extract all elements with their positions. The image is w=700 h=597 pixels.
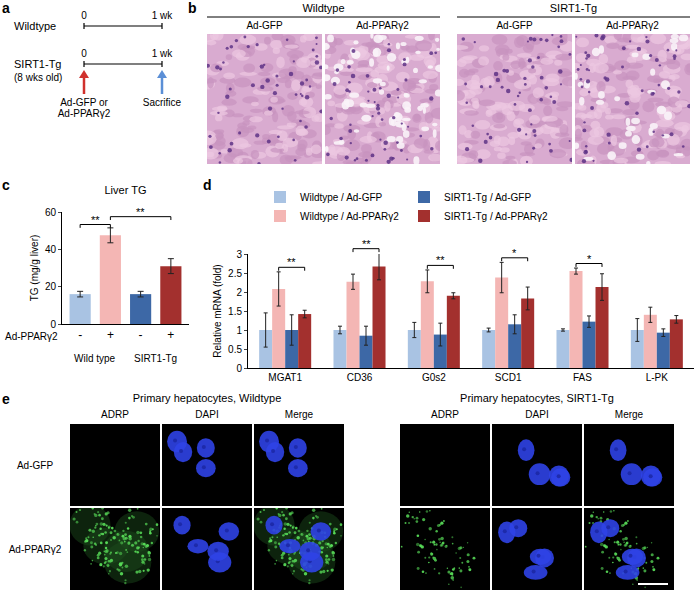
svg-text:Relative mRNA (fold): Relative mRNA (fold) bbox=[212, 264, 223, 357]
svg-text:1.5: 1.5 bbox=[228, 306, 242, 317]
svg-text:Ad-GFP: Ad-GFP bbox=[496, 20, 532, 31]
svg-text:Wildtype: Wildtype bbox=[302, 2, 344, 14]
svg-text:0: 0 bbox=[236, 363, 242, 374]
svg-text:+: + bbox=[107, 328, 114, 342]
svg-text:0: 0 bbox=[50, 319, 56, 330]
svg-text:Merge: Merge bbox=[615, 409, 644, 420]
svg-text:FAS: FAS bbox=[573, 372, 592, 383]
svg-text:Wildtype / Ad-PPARγ2: Wildtype / Ad-PPARγ2 bbox=[300, 211, 399, 222]
svg-text:60: 60 bbox=[45, 207, 57, 218]
svg-text:40: 40 bbox=[45, 244, 57, 255]
svg-text:Ad-PPARγ2: Ad-PPARγ2 bbox=[356, 20, 409, 31]
svg-text:*: * bbox=[587, 253, 592, 265]
svg-text:Wildtype: Wildtype bbox=[14, 20, 56, 32]
svg-text:1 wk: 1 wk bbox=[152, 48, 174, 59]
svg-text:Ad-PPARγ2: Ad-PPARγ2 bbox=[5, 331, 58, 342]
svg-text:20: 20 bbox=[45, 281, 57, 292]
svg-text:DAPI: DAPI bbox=[525, 409, 548, 420]
svg-text:Primary hepatocytes, Wildtype: Primary hepatocytes, Wildtype bbox=[133, 392, 282, 404]
svg-text:Ad-GFP: Ad-GFP bbox=[246, 20, 282, 31]
svg-text:+: + bbox=[167, 328, 174, 342]
svg-text:Ad-PPARγ2: Ad-PPARγ2 bbox=[606, 20, 659, 31]
svg-text:2.5: 2.5 bbox=[228, 268, 242, 279]
svg-text:Ad-PPARγ2: Ad-PPARγ2 bbox=[9, 544, 62, 555]
svg-text:c: c bbox=[2, 177, 10, 193]
svg-text:SCD1: SCD1 bbox=[495, 372, 522, 383]
svg-text:Wild type: Wild type bbox=[74, 353, 116, 364]
svg-text:0: 0 bbox=[81, 48, 87, 59]
svg-text:Merge: Merge bbox=[285, 409, 314, 420]
svg-text:SIRT1-Tg / Ad-GFP: SIRT1-Tg / Ad-GFP bbox=[444, 192, 531, 203]
svg-text:*: * bbox=[512, 247, 517, 259]
svg-text:TG (mg/g liver): TG (mg/g liver) bbox=[29, 235, 40, 302]
svg-text:1 wk: 1 wk bbox=[152, 10, 174, 21]
svg-text:(8 wks old): (8 wks old) bbox=[14, 72, 62, 83]
svg-text:Wildtype / Ad-GFP: Wildtype / Ad-GFP bbox=[300, 192, 383, 203]
svg-text:**: ** bbox=[136, 206, 145, 218]
svg-text:d: d bbox=[203, 177, 212, 193]
svg-text:SIRT1-Tg: SIRT1-Tg bbox=[134, 353, 177, 364]
svg-text:ADRP: ADRP bbox=[431, 409, 459, 420]
svg-text:2: 2 bbox=[236, 287, 242, 298]
svg-text:0.5: 0.5 bbox=[228, 344, 242, 355]
svg-text:**: ** bbox=[91, 214, 100, 226]
svg-text:Sacrifice: Sacrifice bbox=[143, 97, 182, 108]
svg-text:Ad-GFP or: Ad-GFP or bbox=[60, 97, 108, 108]
svg-text:Ad-GFP: Ad-GFP bbox=[17, 460, 53, 471]
svg-text:**: ** bbox=[362, 238, 371, 250]
svg-text:CD36: CD36 bbox=[347, 372, 373, 383]
svg-text:G0s2: G0s2 bbox=[422, 372, 446, 383]
svg-text:**: ** bbox=[436, 254, 445, 266]
svg-text:Primary hepatocytes, SIRT1-Tg: Primary hepatocytes, SIRT1-Tg bbox=[460, 392, 614, 404]
svg-text:SIRT1-Tg: SIRT1-Tg bbox=[14, 58, 61, 70]
svg-text:3: 3 bbox=[236, 249, 242, 260]
svg-text:Liver TG: Liver TG bbox=[105, 184, 147, 196]
svg-text:1: 1 bbox=[236, 325, 242, 336]
svg-text:**: ** bbox=[287, 256, 296, 268]
svg-text:a: a bbox=[2, 0, 10, 16]
svg-text:Ad-PPARγ2: Ad-PPARγ2 bbox=[58, 108, 111, 119]
svg-text:e: e bbox=[2, 391, 10, 407]
svg-text:L-PK: L-PK bbox=[646, 372, 669, 383]
svg-text:DAPI: DAPI bbox=[195, 409, 218, 420]
svg-text:MGAT1: MGAT1 bbox=[268, 372, 302, 383]
svg-text:ADRP: ADRP bbox=[101, 409, 129, 420]
svg-text:b: b bbox=[188, 0, 197, 16]
svg-text:-: - bbox=[139, 328, 143, 342]
svg-text:SIRT1-Tg: SIRT1-Tg bbox=[550, 2, 597, 14]
svg-text:-: - bbox=[78, 328, 82, 342]
svg-text:SIRT1-Tg / Ad-PPARγ2: SIRT1-Tg / Ad-PPARγ2 bbox=[444, 211, 548, 222]
svg-text:0: 0 bbox=[81, 10, 87, 21]
